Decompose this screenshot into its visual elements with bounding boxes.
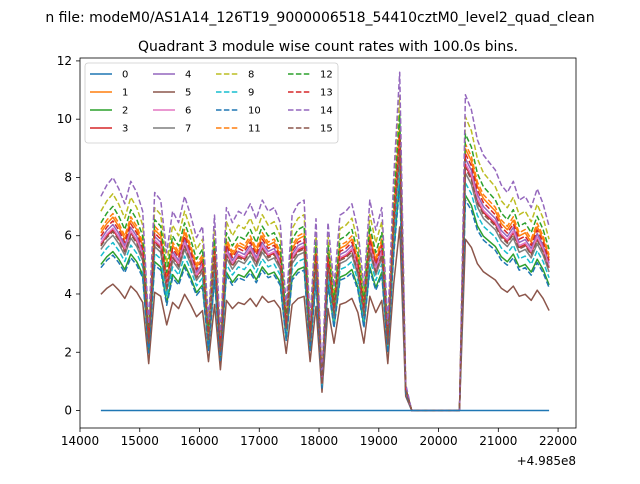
series-line-11 xyxy=(100,123,550,412)
x-tick-label: 21000 xyxy=(479,434,517,448)
legend-label-12: 12 xyxy=(320,70,333,81)
legend-label-1: 1 xyxy=(122,88,128,99)
x-axis: 14000 15000 16000 17000 18000 19000 20000 21000… xyxy=(61,428,577,448)
y-tick-label: 6 xyxy=(64,229,72,243)
legend-box xyxy=(84,62,339,144)
y-tick-label: 10 xyxy=(57,112,72,126)
axes-frame xyxy=(79,57,577,429)
x-tick-label: 22000 xyxy=(539,434,577,448)
legend-label-4: 4 xyxy=(185,70,191,81)
legend-label-9: 9 xyxy=(248,88,254,99)
legend-label-3: 3 xyxy=(122,124,128,135)
x-tick-label: 19000 xyxy=(360,434,398,448)
legend-label-6: 6 xyxy=(185,106,191,117)
y-tick-label: 8 xyxy=(64,170,72,184)
x-tick-label: 14000 xyxy=(61,434,99,448)
y-tick-label: 4 xyxy=(64,287,72,301)
series-line-15 xyxy=(100,150,550,412)
series-layer xyxy=(100,71,550,412)
series-line-5 xyxy=(100,226,550,412)
series-line-13 xyxy=(100,134,550,412)
y-tick-label: 2 xyxy=(64,345,72,359)
legend-label-0: 0 xyxy=(122,70,128,81)
x-axis-offset-label: +4.985e8 xyxy=(517,454,576,468)
y-tick-label: 0 xyxy=(64,404,72,418)
y-tick-label: 12 xyxy=(57,54,72,68)
figure-suptitle: n file: modeM0/AS1A14_126T19_9000006518_… xyxy=(45,10,594,26)
legend-label-10: 10 xyxy=(248,106,261,117)
legend-label-2: 2 xyxy=(122,106,128,117)
legend-label-8: 8 xyxy=(248,70,254,81)
chart-title: Quadrant 3 module wise count rates with … xyxy=(138,39,518,55)
x-tick-label: 16000 xyxy=(180,434,218,448)
x-tick-label: 18000 xyxy=(300,434,338,448)
legend-label-11: 11 xyxy=(248,124,261,135)
series-line-10 xyxy=(100,184,550,412)
y-axis: 0 2 4 6 8 10 12 xyxy=(57,54,80,418)
legend-label-14: 14 xyxy=(320,106,333,117)
x-tick-label: 20000 xyxy=(419,434,457,448)
legend-label-5: 5 xyxy=(185,88,191,99)
series-line-12 xyxy=(100,113,550,412)
legend-label-13: 13 xyxy=(320,88,333,99)
legend-label-15: 15 xyxy=(320,124,333,135)
series-line-14 xyxy=(100,71,550,412)
x-tick-label: 15000 xyxy=(121,434,159,448)
legend-label-7: 7 xyxy=(185,124,191,135)
x-tick-label: 17000 xyxy=(240,434,278,448)
